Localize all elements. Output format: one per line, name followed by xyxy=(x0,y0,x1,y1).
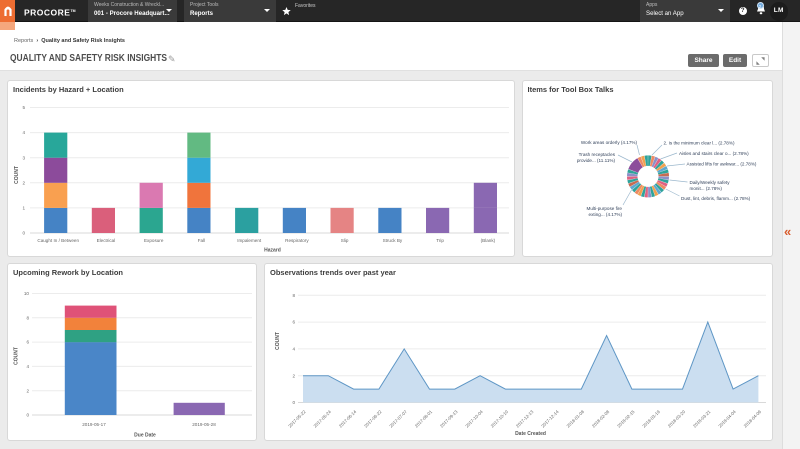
svg-text:2017-12-14: 2017-12-14 xyxy=(540,409,560,429)
svg-text:2017-06-22: 2017-06-22 xyxy=(363,409,383,429)
svg-text:exting... (4.17%): exting... (4.17%) xyxy=(588,212,622,217)
svg-text:6: 6 xyxy=(292,320,295,325)
svg-text:COUNT: COUNT xyxy=(275,332,281,350)
svg-text:5: 5 xyxy=(22,105,25,110)
svg-text:2018-02-15: 2018-02-15 xyxy=(616,409,636,429)
svg-text:2017-09-13: 2017-09-13 xyxy=(439,409,459,429)
svg-text:8: 8 xyxy=(26,315,29,320)
svg-text:Multi-purpose fire: Multi-purpose fire xyxy=(586,206,622,211)
svg-text:Due Date: Due Date xyxy=(134,433,156,439)
svg-text:4: 4 xyxy=(22,130,25,135)
svg-text:Struck By: Struck By xyxy=(383,238,403,243)
svg-text:2017-12-13: 2017-12-13 xyxy=(515,409,535,429)
svg-text:Trip: Trip xyxy=(436,238,444,243)
svg-text:2018-02-08: 2018-02-08 xyxy=(591,409,611,429)
svg-text:2018-03-20: 2018-03-20 xyxy=(667,409,687,429)
svg-text:(Blank): (Blank) xyxy=(481,238,496,243)
svg-text:1: 1 xyxy=(22,206,25,211)
svg-text:2018-04-04: 2018-04-04 xyxy=(717,409,737,429)
svg-text:2: 2 xyxy=(292,373,295,378)
svg-text:monit... (2.78%): monit... (2.78%) xyxy=(689,186,722,191)
svg-text:8: 8 xyxy=(292,293,295,298)
svg-text:2018-04-09: 2018-04-09 xyxy=(743,409,763,429)
svg-text:2017-06-14: 2017-06-14 xyxy=(338,409,358,429)
svg-text:Aisles and stairs clear o... (: Aisles and stairs clear o... (2.78%) xyxy=(679,151,749,156)
svg-text:2018-03-21: 2018-03-21 xyxy=(692,409,712,429)
svg-text:2018-01-08: 2018-01-08 xyxy=(566,409,586,429)
svg-text:Respiratory: Respiratory xyxy=(285,238,309,243)
svg-text:2: 2 xyxy=(26,388,29,393)
svg-text:2. Is the minimum clear l... (: 2. Is the minimum clear l... (2.78%) xyxy=(663,141,734,146)
svg-text:Exposure: Exposure xyxy=(144,238,164,243)
svg-text:6: 6 xyxy=(26,340,29,345)
svg-text:Trash receptacles: Trash receptacles xyxy=(578,152,615,157)
svg-text:COUNT: COUNT xyxy=(14,166,20,184)
svg-text:Slip: Slip xyxy=(341,238,349,243)
svg-text:3: 3 xyxy=(22,155,25,160)
svg-text:2017-05-24: 2017-05-24 xyxy=(313,409,333,429)
svg-text:2019-05-28: 2019-05-28 xyxy=(192,422,216,427)
svg-text:Dust, lint, debris, flamm... (: Dust, lint, debris, flamm... (2.78%) xyxy=(681,196,751,201)
svg-text:Assisted lifts for awkwar... (: Assisted lifts for awkwar... (2.78%) xyxy=(686,162,756,167)
svg-text:COUNT: COUNT xyxy=(14,347,20,365)
svg-text:Impalement: Impalement xyxy=(237,238,262,243)
svg-text:2017-10-10: 2017-10-10 xyxy=(490,409,510,429)
svg-text:2017-10-04: 2017-10-04 xyxy=(464,409,484,429)
svg-text:0: 0 xyxy=(26,413,29,418)
svg-text:2: 2 xyxy=(22,180,25,185)
svg-text:2017-05-22: 2017-05-22 xyxy=(287,409,307,429)
svg-text:2017-08-01: 2017-08-01 xyxy=(414,409,434,429)
svg-text:0: 0 xyxy=(292,400,295,405)
svg-text:2018-03-19: 2018-03-19 xyxy=(641,409,661,429)
svg-text:Date Created: Date Created xyxy=(515,431,546,437)
svg-text:Electrical: Electrical xyxy=(97,238,116,243)
svg-text:10: 10 xyxy=(24,291,30,296)
svg-text:4: 4 xyxy=(292,347,295,352)
svg-text:Caught In / Between: Caught In / Between xyxy=(37,238,79,243)
svg-text:provide... (11.11%): provide... (11.11%) xyxy=(576,158,615,163)
svg-text:Hazard: Hazard xyxy=(264,248,281,254)
svg-text:4: 4 xyxy=(26,364,29,369)
svg-text:Fall: Fall xyxy=(198,238,205,243)
svg-text:0: 0 xyxy=(22,231,25,236)
svg-text:2019-05-17: 2019-05-17 xyxy=(82,422,106,427)
svg-text:2017-07-07: 2017-07-07 xyxy=(388,409,408,429)
svg-text:Daily/Weekly safety: Daily/Weekly safety xyxy=(689,180,730,185)
svg-text:Work areas orderly (4.17%): Work areas orderly (4.17%) xyxy=(580,140,637,145)
